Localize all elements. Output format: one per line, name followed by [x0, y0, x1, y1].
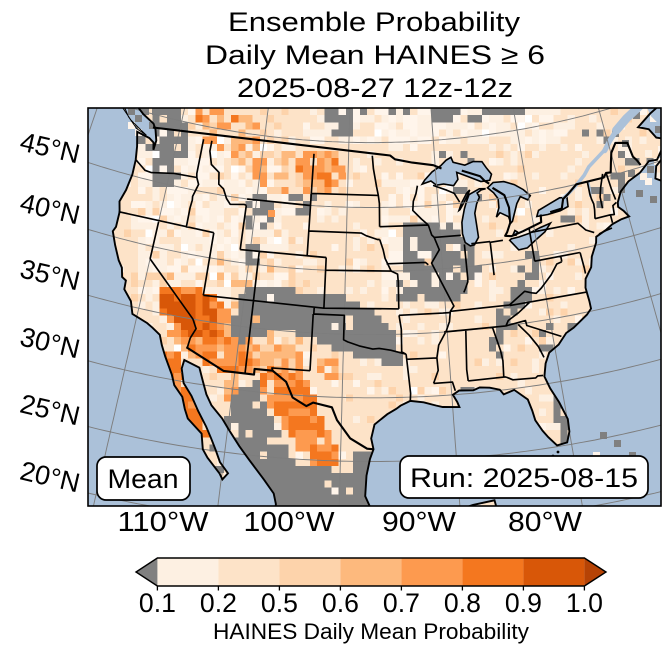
svg-text:Daily Mean HAINES ≥ 6: Daily Mean HAINES ≥ 6	[205, 40, 545, 70]
svg-text:80°W: 80°W	[508, 506, 583, 537]
svg-text:0.2: 0.2	[200, 588, 237, 618]
svg-text:Ensemble Probability: Ensemble Probability	[228, 7, 521, 37]
svg-text:35°N: 35°N	[17, 254, 83, 297]
svg-text:100°W: 100°W	[244, 506, 336, 537]
svg-text:1.0: 1.0	[566, 588, 603, 618]
svg-text:45°N: 45°N	[17, 127, 83, 170]
svg-text:0.1: 0.1	[139, 588, 176, 618]
svg-text:30°N: 30°N	[17, 322, 83, 365]
svg-text:110°W: 110°W	[118, 506, 210, 537]
svg-text:25°N: 25°N	[17, 389, 83, 432]
svg-text:90°W: 90°W	[382, 506, 457, 537]
svg-text:20°N: 20°N	[17, 456, 83, 499]
svg-text:0.6: 0.6	[322, 588, 359, 618]
svg-text:Run: 2025-08-15: Run: 2025-08-15	[410, 463, 638, 493]
svg-text:0.8: 0.8	[444, 588, 481, 618]
svg-text:0.7: 0.7	[383, 588, 420, 618]
svg-text:Mean: Mean	[108, 464, 179, 494]
svg-text:HAINES Daily Mean Probability: HAINES Daily Mean Probability	[213, 619, 529, 644]
svg-text:0.5: 0.5	[261, 588, 298, 618]
svg-text:2025-08-27 12z-12z: 2025-08-27 12z-12z	[237, 73, 513, 103]
svg-text:40°N: 40°N	[17, 188, 83, 231]
svg-text:0.9: 0.9	[505, 588, 542, 618]
